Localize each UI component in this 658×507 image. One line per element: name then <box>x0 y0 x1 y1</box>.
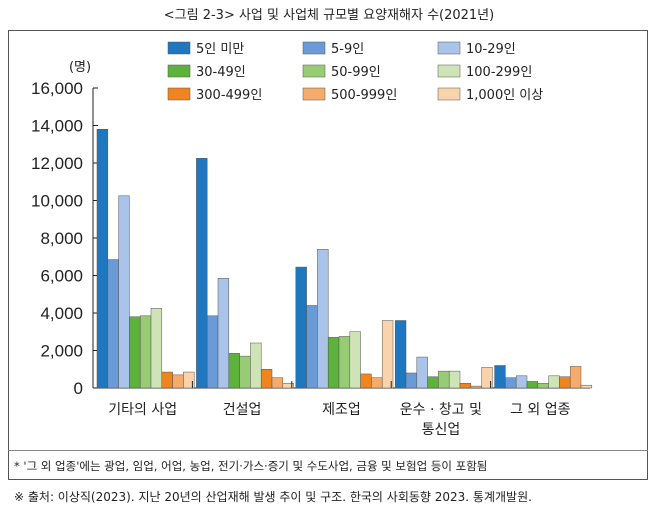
bar-1-8 <box>172 374 184 389</box>
bar-3-7 <box>360 373 372 389</box>
y-tick-label: 12,000 <box>31 154 83 173</box>
y-tick-label: 10,000 <box>31 192 83 211</box>
legend-label: 300-499인 <box>196 88 262 103</box>
chart-frame <box>8 30 648 480</box>
bar-2-8 <box>271 377 284 389</box>
bar-3-9 <box>381 320 394 389</box>
bar-5-9 <box>580 384 593 389</box>
legend-swatch <box>437 64 461 78</box>
bar-1-3 <box>118 195 130 389</box>
bar-4-3 <box>416 356 428 389</box>
bar-5-7 <box>559 376 571 389</box>
y-axis-unit: (명) <box>69 60 91 75</box>
legend-label: 5인 미만 <box>196 42 244 57</box>
bar-4-1 <box>394 320 407 389</box>
y-tick-label: 16,000 <box>31 79 83 98</box>
bar-4-2 <box>405 372 418 389</box>
bar-5-3 <box>515 375 528 389</box>
legend-swatch <box>302 87 326 101</box>
y-tick-label: 4,000 <box>40 304 83 323</box>
legend-label: 500-999인 <box>331 88 397 103</box>
y-tick-label: 2,000 <box>40 342 83 361</box>
bar-1-2 <box>107 259 119 389</box>
bar-5-8 <box>569 366 582 389</box>
bar-2-5 <box>239 355 251 389</box>
bar-2-1 <box>196 158 208 389</box>
bar-4-7 <box>459 383 472 389</box>
bar-1-6 <box>150 308 163 389</box>
bar-3-6 <box>349 331 361 389</box>
source-note: ※ 출처: 이상직(2023). 지난 20년의 산업재해 발생 추이 및 구조… <box>14 490 532 504</box>
legend-swatch <box>437 87 461 101</box>
bar-3-2 <box>306 305 318 389</box>
bar-1-9 <box>183 371 195 389</box>
bar-4-8 <box>470 385 482 389</box>
y-tick-label: 14,000 <box>31 117 83 136</box>
bar-3-3 <box>317 249 329 389</box>
x-category-label: 제조업 <box>322 402 361 418</box>
y-tick-label: 6,000 <box>40 267 83 286</box>
legend-swatch <box>167 64 191 78</box>
bar-4-5 <box>438 370 450 389</box>
legend-label: 50-99인 <box>331 65 381 80</box>
bar-2-9 <box>282 383 294 389</box>
bar-2-3 <box>217 278 230 389</box>
bar-4-9 <box>481 367 493 389</box>
bar-1-1 <box>96 129 109 389</box>
bar-2-2 <box>206 315 219 389</box>
legend-swatch <box>437 41 461 55</box>
bar-5-1 <box>494 365 506 389</box>
legend-swatch <box>302 64 326 78</box>
bar-1-5 <box>139 315 152 389</box>
bar-2-4 <box>228 353 240 389</box>
legend-label: 10-29인 <box>466 42 516 57</box>
bar-4-4 <box>427 376 439 389</box>
x-category-label: 건설업 <box>223 402 262 418</box>
footnote: * '그 외 업종'에는 광업, 임업, 어업, 농업, 전기·가스·증기 및 … <box>14 459 488 473</box>
bar-5-5 <box>537 383 549 389</box>
bar-3-5 <box>338 336 351 389</box>
legend-label: 100-299인 <box>466 65 532 80</box>
bar-5-2 <box>505 377 517 389</box>
x-category-label: 기타의 사업 <box>108 402 177 418</box>
legend-label: 5-9인 <box>331 42 364 57</box>
legend-swatch <box>167 87 191 101</box>
bar-1-7 <box>161 371 173 389</box>
bar-3-1 <box>295 266 307 389</box>
y-tick-label: 0 <box>74 379 83 398</box>
legend-label: 1,000인 이상 <box>466 88 543 103</box>
legend-swatch <box>302 41 326 55</box>
bar-3-4 <box>327 337 340 389</box>
bar-2-6 <box>250 342 262 389</box>
legend-swatch <box>167 41 191 55</box>
x-category-label: 운수 · 창고 및 <box>400 402 482 418</box>
bar-5-4 <box>526 381 539 389</box>
bar-5-6 <box>548 375 560 389</box>
bar-3-8 <box>371 377 383 389</box>
bar-4-6 <box>448 370 461 389</box>
bar-1-4 <box>129 316 141 389</box>
figure-title: <그림 2-3> 사업 및 사업체 규모별 요양재해자 수(2021년) <box>163 8 495 23</box>
x-category-label: 그 외 업종 <box>510 402 571 418</box>
x-category-label: 통신업 <box>422 422 461 438</box>
divider <box>8 450 648 451</box>
y-tick-label: 8,000 <box>40 229 83 248</box>
legend-label: 30-49인 <box>196 65 246 80</box>
bar-2-7 <box>260 369 273 389</box>
